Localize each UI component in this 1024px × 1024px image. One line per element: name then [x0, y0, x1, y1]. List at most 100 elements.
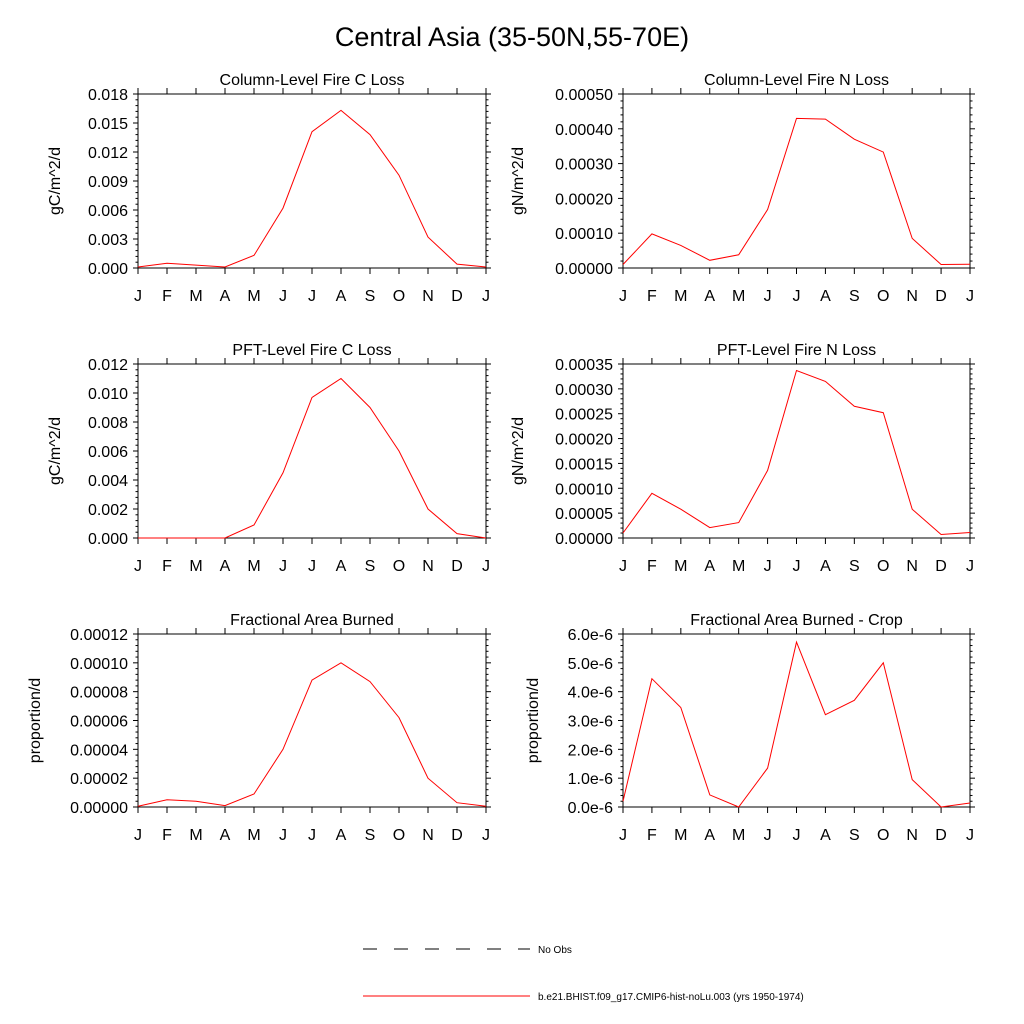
chart-title: Column-Level Fire C Loss	[220, 72, 405, 89]
x-tick-label: J	[279, 288, 287, 305]
x-tick-label: J	[793, 827, 801, 844]
y-tick-label: 0.00020	[555, 191, 613, 208]
x-tick-label: A	[820, 827, 831, 844]
chart-title: PFT-Level Fire N Loss	[717, 342, 876, 359]
x-tick-label: J	[134, 288, 142, 305]
x-tick-label: O	[393, 558, 405, 575]
x-tick-label: A	[220, 288, 231, 305]
x-tick-label: J	[966, 558, 974, 575]
x-tick-label: O	[877, 558, 889, 575]
x-tick-label: A	[220, 558, 231, 575]
legend-obs-label: No Obs	[538, 945, 572, 956]
y-tick-label: 1.0e-6	[568, 771, 613, 788]
x-tick-label: A	[820, 558, 831, 575]
chart-panel-2: Column-Level Fire N Loss gN/m^2/d 0.00000 0…	[510, 72, 975, 305]
y-axis-label: gN/m^2/d	[510, 147, 527, 215]
x-tick-label: F	[647, 288, 657, 305]
x-tick-label: A	[336, 827, 347, 844]
y-tick-label: 0.002	[88, 502, 128, 519]
x-tick-label: J	[764, 558, 772, 575]
y-tick-label: 2.0e-6	[568, 742, 613, 759]
x-tick-label: J	[308, 827, 316, 844]
plot-frame	[622, 363, 971, 539]
y-tick-label: 0.012	[88, 357, 128, 374]
y-tick-label: 0.00015	[555, 456, 613, 473]
x-tick-label: J	[764, 827, 772, 844]
legend-model-label: b.e21.BHIST.f09_g17.CMIP6-hist-noLu.003 …	[538, 992, 804, 1003]
legend: No Obs b.e21.BHIST.f09_g17.CMIP6-hist-no…	[363, 945, 804, 1003]
x-tick-label: A	[820, 288, 831, 305]
x-tick-label: O	[393, 288, 405, 305]
series-line	[137, 109, 487, 268]
x-tick-label: A	[704, 558, 715, 575]
x-tick-label: N	[422, 827, 434, 844]
x-tick-label: J	[279, 827, 287, 844]
x-tick-label: M	[189, 558, 202, 575]
x-tick-label: M	[732, 558, 745, 575]
x-tick-label: M	[732, 288, 745, 305]
y-axis-label: gC/m^2/d	[47, 417, 64, 485]
y-tick-label: 0.00040	[555, 122, 613, 139]
x-tick-label: J	[966, 288, 974, 305]
x-tick-label: M	[732, 827, 745, 844]
y-tick-label: 0.000	[88, 261, 128, 278]
x-tick-label: S	[365, 827, 376, 844]
x-tick-label: F	[647, 827, 657, 844]
x-tick-label: A	[336, 288, 347, 305]
x-tick-label: J	[764, 288, 772, 305]
x-tick-label: F	[162, 558, 172, 575]
chart-panel-5: Fractional Area Burned proportion/d 0.0000…	[27, 612, 491, 844]
chart-panel-4: PFT-Level Fire N Loss gN/m^2/d 0.00000 0.00…	[510, 342, 975, 575]
y-tick-label: 0.00035	[555, 357, 613, 374]
x-tick-label: N	[422, 558, 434, 575]
chart-panel-1: Column-Level Fire C Loss gC/m^2/d 0.000 0.0…	[47, 72, 491, 305]
x-tick-label: M	[674, 288, 687, 305]
x-tick-label: M	[674, 558, 687, 575]
y-tick-label: 0.00002	[70, 771, 128, 788]
x-tick-label: F	[162, 827, 172, 844]
x-tick-label: D	[935, 558, 947, 575]
y-tick-label: 0.00000	[555, 261, 613, 278]
series-line	[138, 377, 487, 539]
y-tick-label: 0.00008	[70, 685, 128, 702]
x-tick-label: J	[134, 558, 142, 575]
figure-title: Central Asia (35-50N,55-70E)	[334, 22, 690, 52]
x-tick-label: J	[793, 558, 801, 575]
x-tick-label: F	[162, 288, 172, 305]
x-tick-label: J	[793, 288, 801, 305]
y-tick-label: 0.004	[88, 473, 128, 490]
x-tick-label: J	[279, 558, 287, 575]
x-tick-label: J	[619, 558, 627, 575]
x-tick-label: M	[674, 827, 687, 844]
y-tick-label: 0.00030	[555, 157, 613, 174]
chart-title: Column-Level Fire N Loss	[704, 72, 889, 89]
y-tick-label: 0.00030	[555, 382, 613, 399]
y-tick-label: 0.010	[88, 386, 128, 403]
x-tick-label: N	[906, 288, 918, 305]
x-tick-label: J	[482, 827, 490, 844]
x-tick-label: M	[247, 827, 260, 844]
x-tick-label: D	[935, 288, 947, 305]
x-tick-label: A	[336, 558, 347, 575]
x-tick-label: N	[422, 288, 434, 305]
x-tick-label: M	[189, 288, 202, 305]
x-tick-label: N	[906, 827, 918, 844]
plot-frame	[622, 93, 971, 269]
y-tick-label: 0.00004	[70, 742, 128, 759]
x-tick-label: A	[220, 827, 231, 844]
plot-frame	[137, 633, 487, 808]
x-tick-label: O	[877, 827, 889, 844]
y-tick-label: 0.00010	[70, 656, 128, 673]
y-tick-label: 0.00012	[70, 627, 128, 644]
y-axis-label: gN/m^2/d	[510, 417, 527, 485]
chart-panel-6: Fractional Area Burned - Crop proportion/…	[525, 612, 975, 844]
y-tick-label: 0.00000	[555, 531, 613, 548]
x-tick-label: O	[393, 827, 405, 844]
y-tick-label: 0.00010	[555, 226, 613, 243]
y-tick-label: 0.015	[88, 116, 128, 133]
y-tick-label: 0.00010	[555, 481, 613, 498]
x-tick-label: N	[906, 558, 918, 575]
x-tick-label: J	[308, 288, 316, 305]
y-axis-label: proportion/d	[525, 678, 542, 763]
